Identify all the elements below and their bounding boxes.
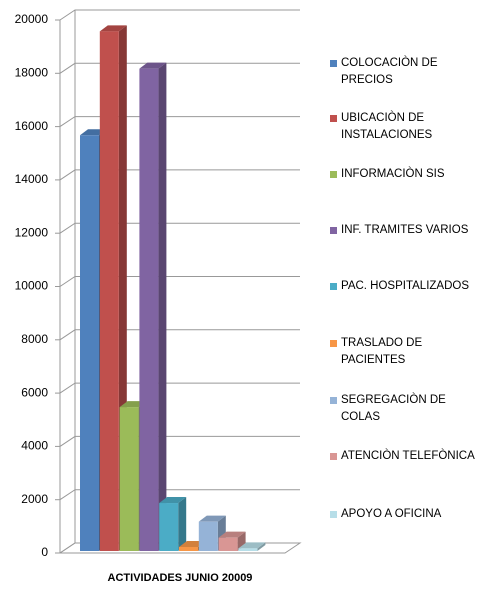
legend-item: UBICACIÒN DE INSTALACIONES — [330, 110, 478, 144]
legend-item: APOYO A OFICINA — [330, 506, 478, 523]
grid-line — [59, 9, 300, 21]
y-tick-label: 0 — [41, 545, 48, 559]
bar — [119, 407, 139, 551]
legend-label: UBICACIÒN DE INSTALACIONES — [341, 112, 433, 141]
legend-swatch — [330, 397, 337, 404]
legend-item: INFORMACIÒN SIS — [330, 166, 478, 183]
bar-top — [139, 62, 167, 69]
y-tick-label: 8000 — [21, 332, 48, 346]
y-tick-label: 6000 — [21, 385, 48, 399]
bar — [99, 31, 119, 551]
bar — [80, 135, 99, 551]
bar-side — [257, 542, 266, 551]
bar — [238, 548, 258, 551]
y-tick-label: 20000 — [15, 12, 49, 26]
bar — [139, 68, 159, 551]
legend-swatch — [330, 171, 337, 178]
y-tick-label: 18000 — [15, 65, 49, 79]
legend-label: COLOCACIÒN DE PRECIOS — [341, 57, 438, 86]
grid-line — [59, 116, 300, 128]
legend-label: INF. TRAMITES VARIOS — [341, 224, 469, 236]
bar-top — [159, 497, 187, 504]
bar — [159, 503, 179, 551]
x-tick-label: ACTIVIDADES JUNIO 20009 — [108, 572, 253, 584]
y-tick-label: 12000 — [15, 225, 49, 239]
legend-item: INF. TRAMITES VARIOS — [330, 222, 478, 239]
legend-swatch — [330, 115, 337, 122]
legend-item: PAC. HOSPITALIZADOS — [330, 278, 478, 295]
bar-top — [198, 515, 226, 522]
legend-label: TRASLADO DE PACIENTES — [341, 337, 423, 366]
legend-item: TRASLADO DE PACIENTES — [330, 335, 478, 369]
bar-side — [158, 62, 167, 551]
bar — [179, 547, 198, 551]
grid-line — [59, 62, 300, 74]
legend-swatch — [330, 60, 337, 67]
legend-label: APOYO A OFICINA — [341, 508, 442, 520]
bar-top — [238, 542, 266, 549]
bar-top — [218, 531, 246, 538]
legend-item: SEGREGACIÒN DE COLAS — [330, 392, 478, 426]
legend-swatch — [330, 453, 337, 460]
legend-label: INFORMACIÒN SIS — [341, 168, 445, 180]
legend-item: COLOCACIÒN DE PRECIOS — [330, 55, 478, 89]
bar-top — [99, 25, 127, 32]
legend-swatch — [330, 511, 337, 518]
y-tick-label: 16000 — [15, 119, 49, 133]
y-tick-label: 4000 — [21, 439, 48, 453]
legend-swatch — [330, 340, 337, 347]
legend-item: ATENCIÒN TELEFÒNICA — [330, 448, 478, 465]
y-tick-label: 2000 — [21, 492, 48, 506]
y-tick-label: 10000 — [15, 279, 49, 293]
legend-label: SEGREGACIÒN DE COLAS — [341, 394, 446, 423]
legend-label: ATENCIÒN TELEFÒNICA — [341, 450, 475, 462]
bar — [218, 537, 238, 551]
legend-label: PAC. HOSPITALIZADOS — [341, 280, 470, 292]
y-tick-label: 14000 — [15, 172, 49, 186]
bar-side — [178, 497, 187, 551]
legend-swatch — [330, 283, 337, 290]
bar — [198, 521, 218, 551]
legend-swatch — [330, 227, 337, 234]
